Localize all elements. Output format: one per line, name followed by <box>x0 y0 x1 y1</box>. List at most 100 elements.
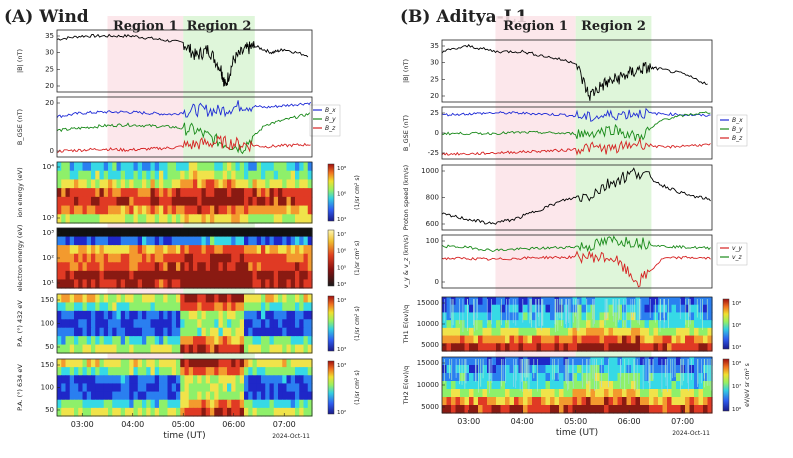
spectrogram-cell <box>586 335 592 344</box>
spectrogram-cell <box>252 245 258 255</box>
spectrogram-cell <box>278 262 283 272</box>
y-axis-label: P.A. (°) 634 eV <box>16 364 24 411</box>
spectrogram-cell <box>640 373 646 382</box>
spectrogram-cell <box>167 359 173 368</box>
spectrogram-cell <box>201 214 207 224</box>
spectrogram-cell <box>65 383 71 393</box>
spectrogram-cell <box>61 262 67 272</box>
spectrogram-cell <box>487 320 493 329</box>
spectrogram-cell <box>563 343 569 352</box>
colorbar-tick: 10⁴ <box>337 216 347 223</box>
spectrogram-cell <box>57 344 62 354</box>
spectrogram-cell <box>188 188 194 198</box>
spectrogram-cell <box>120 391 126 401</box>
spectrogram-cell <box>201 391 207 401</box>
spectrogram-cell <box>176 327 181 337</box>
spectrogram-cell <box>197 262 203 272</box>
spectrogram-cell <box>518 327 524 337</box>
spectrogram-cell <box>137 407 143 417</box>
spectrogram-cell <box>252 214 258 224</box>
spectrogram-cell <box>599 397 605 406</box>
spectrogram-cell <box>99 236 105 246</box>
spectrogram-cell <box>604 365 610 374</box>
series-line-By <box>441 111 711 142</box>
spectrogram-cell <box>74 228 79 238</box>
colorbar-tick: 10⁷ <box>337 231 346 238</box>
spectrogram-cell <box>201 399 207 409</box>
spectrogram-cell <box>146 205 152 215</box>
spectrogram-cell <box>689 405 695 414</box>
spectrogram-cell <box>256 294 262 304</box>
spectrogram-cell <box>252 367 258 376</box>
spectrogram-cell <box>74 245 79 255</box>
spectrogram-cell <box>536 335 542 344</box>
x-tick-label: 06:00 <box>618 417 641 426</box>
spectrogram-cell <box>65 236 71 246</box>
spectrogram-cell <box>57 359 62 368</box>
spectrogram-cell <box>667 320 673 329</box>
spectrogram-cell <box>282 214 288 224</box>
spectrogram-cell <box>205 375 211 385</box>
spectrogram-cell <box>269 359 275 368</box>
spectrogram-cell <box>125 196 130 207</box>
spectrogram-cell <box>496 389 502 398</box>
spectrogram-cell <box>509 357 515 366</box>
spectrogram-cell <box>273 245 279 255</box>
spectrogram-cell <box>210 407 215 417</box>
spectrogram-cell <box>261 279 266 289</box>
spectrogram-cell <box>82 399 88 409</box>
spectrogram-cell <box>500 343 506 352</box>
spectrogram-cell <box>239 407 245 417</box>
spectrogram-cell <box>205 279 211 289</box>
spectrogram-cell <box>218 279 224 289</box>
spectrogram-cell <box>222 391 228 401</box>
spectrogram-cell <box>252 270 258 281</box>
spectrogram-cell <box>112 367 118 376</box>
spectrogram-cell <box>129 302 135 312</box>
spectrogram-cell <box>222 205 228 215</box>
spectrogram-cell <box>689 365 695 374</box>
spectrogram-cell <box>527 327 533 337</box>
spectrogram-cell <box>608 381 614 390</box>
spectrogram-cell <box>205 162 211 172</box>
spectrogram-cell <box>214 399 220 409</box>
spectrogram-cell <box>146 375 152 385</box>
spectrogram-cell <box>103 270 109 281</box>
spectrogram-cell <box>599 335 605 344</box>
colorbar-tick: 10⁸ <box>337 165 347 172</box>
spectrogram-cell <box>129 270 135 281</box>
spectrogram-cell <box>103 407 109 417</box>
spectrogram-cell <box>469 389 475 398</box>
spectrogram-cell <box>278 391 283 401</box>
spectrogram-cell <box>133 279 139 289</box>
spectrogram-cell <box>261 253 266 263</box>
spectrogram-cell <box>201 162 207 172</box>
spectrogram-cell <box>91 407 96 417</box>
spectrogram-cell <box>116 327 122 337</box>
spectrogram-cell <box>299 205 305 215</box>
spectrogram-cell <box>613 365 619 374</box>
spectrogram-cell <box>514 405 520 414</box>
spectrogram-cell <box>703 381 709 390</box>
spectrogram-cell <box>214 179 220 189</box>
spectrogram-cell <box>455 357 461 366</box>
spectrogram-cell <box>235 367 241 376</box>
spectrogram-cell <box>95 170 101 181</box>
spectrogram-cell <box>210 399 215 409</box>
spectrogram-cell <box>239 310 245 320</box>
spectrogram-cell <box>248 270 254 281</box>
spectrogram-cell <box>167 391 173 401</box>
spectrogram-cell <box>222 344 228 354</box>
spectrogram-cell <box>278 228 283 238</box>
spectrogram-cell <box>65 279 71 289</box>
spectrogram-cell <box>256 245 262 255</box>
spectrogram-cell <box>239 170 245 181</box>
spectrogram-cell <box>653 327 659 337</box>
spectrogram-cell <box>303 294 309 304</box>
spectrogram-cell <box>577 335 583 344</box>
spectrogram-cell <box>536 373 542 382</box>
spectrogram-cell <box>154 319 160 329</box>
spectrogram-cell <box>662 381 668 390</box>
spectrogram-cell <box>295 367 300 376</box>
spectrogram-cell <box>82 179 88 189</box>
